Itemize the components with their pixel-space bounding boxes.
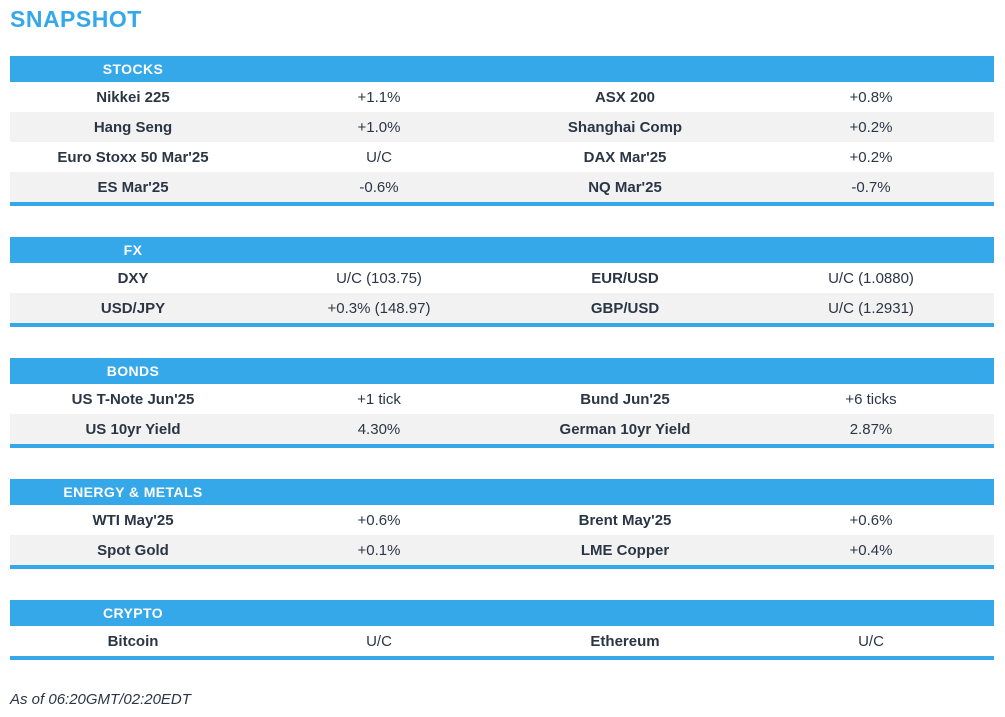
instrument-name: Bitcoin [107,632,159,650]
section-label: CRYPTO [103,605,163,621]
instrument-value: +6 ticks [845,390,897,408]
instrument-value: U/C [858,632,884,650]
instrument-value: 2.87% [849,420,893,438]
instrument-name: German 10yr Yield [559,420,691,438]
instrument-value: U/C [366,148,392,166]
section-header-fx: FX [10,237,994,263]
instrument-value: +0.8% [849,88,893,106]
instrument-name: GBP/USD [590,299,660,317]
instrument-value: +0.2% [849,148,893,166]
instrument-name: USD/JPY [100,299,166,317]
table-row: DXY U/C (103.75) EUR/USD U/C (1.0880) [10,263,994,293]
section-bonds: BONDS US T-Note Jun'25 +1 tick Bund Jun'… [10,358,994,448]
instrument-value: +0.6% [357,511,401,529]
instrument-name: NQ Mar'25 [588,178,662,196]
instrument-name: Shanghai Comp [567,118,683,136]
section-label: STOCKS [102,61,164,77]
table-row: Euro Stoxx 50 Mar'25 U/C DAX Mar'25 +0.2… [10,142,994,172]
instrument-value: U/C (103.75) [336,269,422,287]
instrument-value: 4.30% [357,420,401,438]
instrument-value: +1 tick [357,390,401,408]
instrument-name: WTI May'25 [92,511,174,529]
table-row: US T-Note Jun'25 +1 tick Bund Jun'25 +6 … [10,384,994,414]
instrument-value: U/C [366,632,392,650]
instrument-name: ASX 200 [594,88,656,106]
section-label: FX [123,242,143,258]
section-header-stocks: STOCKS [10,56,994,82]
table-row: Spot Gold +0.1% LME Copper +0.4% [10,535,994,565]
table-row: WTI May'25 +0.6% Brent May'25 +0.6% [10,505,994,535]
section-fx: FX DXY U/C (103.75) EUR/USD U/C (1.0880)… [10,237,994,327]
section-header-energy-metals: ENERGY & METALS [10,479,994,505]
instrument-value: +0.1% [357,541,401,559]
instrument-name: US T-Note Jun'25 [71,390,195,408]
instrument-value: +0.3% (148.97) [327,299,431,317]
section-crypto: CRYPTO Bitcoin U/C Ethereum U/C [10,600,994,660]
instrument-name: Bund Jun'25 [580,390,670,408]
section-header-crypto: CRYPTO [10,600,994,626]
instrument-name: LME Copper [580,541,670,559]
instrument-name: ES Mar'25 [97,178,169,196]
section-stocks: STOCKS Nikkei 225 +1.1% ASX 200 +0.8% Ha… [10,56,994,206]
instrument-value: U/C (1.0880) [828,269,914,287]
table-row: Bitcoin U/C Ethereum U/C [10,626,994,656]
section-energy-metals: ENERGY & METALS WTI May'25 +0.6% Brent M… [10,479,994,569]
page-title: SNAPSHOT [10,6,142,32]
instrument-name: DXY [117,269,149,287]
instrument-name: Brent May'25 [578,511,672,529]
instrument-value: +1.0% [357,118,401,136]
table-row: ES Mar'25 -0.6% NQ Mar'25 -0.7% [10,172,994,202]
instrument-value: -0.6% [359,178,399,196]
instrument-name: Hang Seng [93,118,173,136]
section-header-bonds: BONDS [10,358,994,384]
instrument-value: +0.4% [849,541,893,559]
instrument-value: +0.6% [849,511,893,529]
instrument-name: Nikkei 225 [96,88,170,106]
instrument-value: +1.1% [357,88,401,106]
table-row: Hang Seng +1.0% Shanghai Comp +0.2% [10,112,994,142]
instrument-name: EUR/USD [591,269,659,287]
instrument-name: Spot Gold [97,541,169,559]
section-label: BONDS [106,363,160,379]
table-row: Nikkei 225 +1.1% ASX 200 +0.8% [10,82,994,112]
timestamp-note: As of 06:20GMT/02:20EDT [10,691,191,708]
table-row: USD/JPY +0.3% (148.97) GBP/USD U/C (1.29… [10,293,994,323]
instrument-name: Euro Stoxx 50 Mar'25 [57,148,209,166]
instrument-name: DAX Mar'25 [583,148,667,166]
section-label: ENERGY & METALS [63,484,203,500]
instrument-value: +0.2% [849,118,893,136]
instrument-value: -0.7% [851,178,891,196]
instrument-value: U/C (1.2931) [828,299,914,317]
instrument-name: US 10yr Yield [85,420,181,438]
table-row: US 10yr Yield 4.30% German 10yr Yield 2.… [10,414,994,444]
instrument-name: Ethereum [590,632,660,650]
